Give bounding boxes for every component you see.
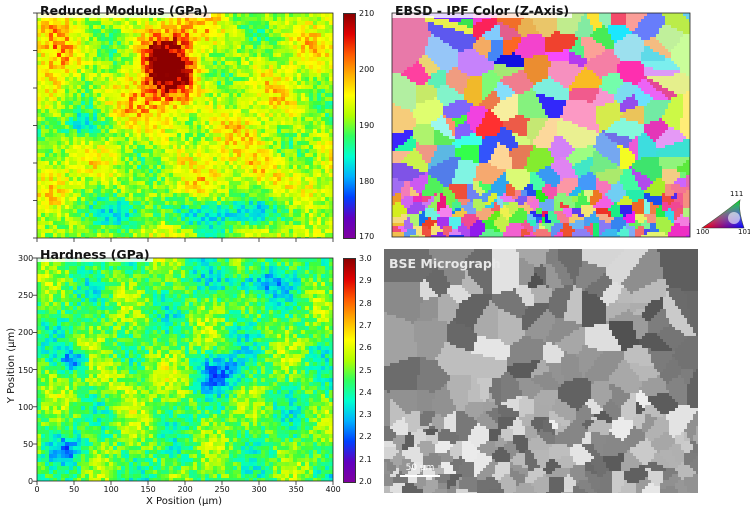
y-tick-label: 50 <box>23 440 33 449</box>
x-tick-label: 400 <box>326 485 341 494</box>
modulus-cb-tick: 190 <box>359 121 374 130</box>
y-tick-label: 150 <box>18 366 33 375</box>
y-tick-label: 200 <box>18 328 33 337</box>
y-axis-label: Y Position (µm) <box>6 328 17 403</box>
scale-bar: 50 µm <box>400 463 440 477</box>
hardness-cb-tick: 2.7 <box>359 321 372 330</box>
bse-micrograph <box>384 249 698 493</box>
scale-bar-label: 50 µm <box>400 463 440 473</box>
ebsd-map <box>392 13 690 237</box>
hardness-cb-tick: 2.2 <box>359 432 372 441</box>
x-axis-label: X Position (µm) <box>146 496 222 507</box>
y-tick-label: 250 <box>18 291 33 300</box>
y-tick-label: 100 <box>18 403 33 412</box>
modulus-title: Reduced Modulus (GPa) <box>37 3 211 18</box>
x-tick-label: 200 <box>178 485 193 494</box>
hardness-cb-tick: 2.3 <box>359 410 372 419</box>
ipf-label-100: 100 <box>696 228 709 237</box>
hardness-cb-tick: 2.8 <box>359 299 372 308</box>
hardness-cb-tick: 2.9 <box>359 276 372 285</box>
ipf-label-101: 101 <box>738 228 750 237</box>
modulus-map <box>37 13 333 238</box>
scale-bar-line <box>400 475 440 477</box>
ipf-triangle <box>701 199 745 229</box>
x-tick-label: 350 <box>289 485 304 494</box>
modulus-cb-tick: 170 <box>359 232 374 241</box>
hardness-cb-tick: 2.6 <box>359 343 372 352</box>
hardness-colorbar <box>343 258 356 483</box>
x-tick-label: 50 <box>69 485 79 494</box>
hardness-cb-tick: 2.0 <box>359 477 372 486</box>
modulus-cb-tick: 210 <box>359 9 374 18</box>
ipf-label-111: 111 <box>730 190 743 199</box>
hardness-cb-tick: 2.4 <box>359 388 372 397</box>
hardness-cb-tick: 2.1 <box>359 455 372 464</box>
x-tick-label: 0 <box>35 485 40 494</box>
modulus-cb-tick: 200 <box>359 65 374 74</box>
x-tick-label: 250 <box>215 485 230 494</box>
ipf-legend: 111 100 101 <box>696 190 750 237</box>
ebsd-title: EBSD - IPF Color (Z-Axis) <box>392 3 573 18</box>
modulus-cb-tick: 180 <box>359 177 374 186</box>
x-tick-label: 150 <box>141 485 156 494</box>
modulus-colorbar <box>343 13 356 239</box>
hardness-cb-tick: 2.5 <box>359 366 372 375</box>
hardness-map <box>37 258 333 481</box>
x-tick-label: 100 <box>104 485 119 494</box>
y-tick-label: 0 <box>28 477 33 486</box>
bse-title: BSE Micrograph <box>386 256 504 271</box>
y-tick-label: 300 <box>18 254 33 263</box>
hardness-cb-tick: 3.0 <box>359 254 372 263</box>
x-tick-label: 300 <box>252 485 267 494</box>
